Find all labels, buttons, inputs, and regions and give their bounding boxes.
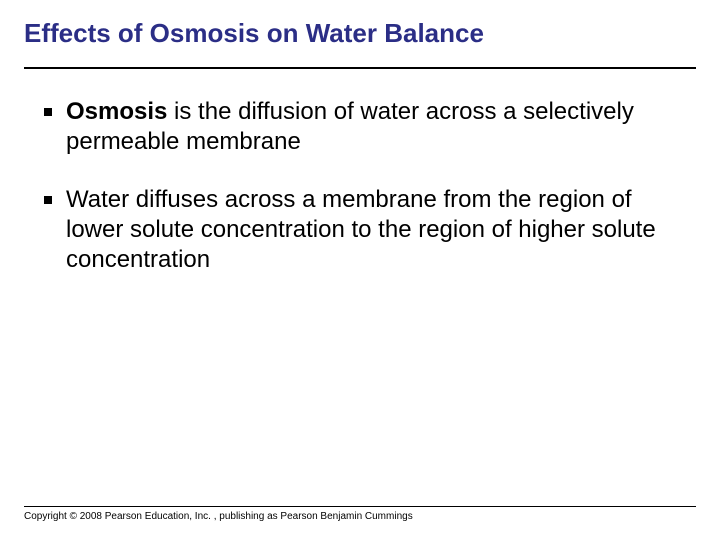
bullet-bold-lead: Osmosis	[66, 98, 167, 125]
bullet-rest: Water diffuses across a membrane from th…	[66, 186, 656, 273]
slide-body: Osmosis is the diffusion of water across…	[24, 69, 696, 275]
slide-footer: Copyright © 2008 Pearson Education, Inc.…	[24, 506, 696, 522]
bullet-text: Osmosis is the diffusion of water across…	[66, 97, 676, 157]
bullet-dot-icon	[44, 196, 52, 204]
bullet-item: Osmosis is the diffusion of water across…	[44, 97, 676, 157]
bullet-text: Water diffuses across a membrane from th…	[66, 185, 676, 275]
bullet-dot-icon	[44, 108, 52, 116]
copyright-text: Copyright © 2008 Pearson Education, Inc.…	[24, 511, 696, 522]
slide: Effects of Osmosis on Water Balance Osmo…	[0, 0, 720, 540]
bullet-item: Water diffuses across a membrane from th…	[44, 185, 676, 275]
footer-rule	[24, 506, 696, 507]
slide-title: Effects of Osmosis on Water Balance	[24, 18, 696, 49]
